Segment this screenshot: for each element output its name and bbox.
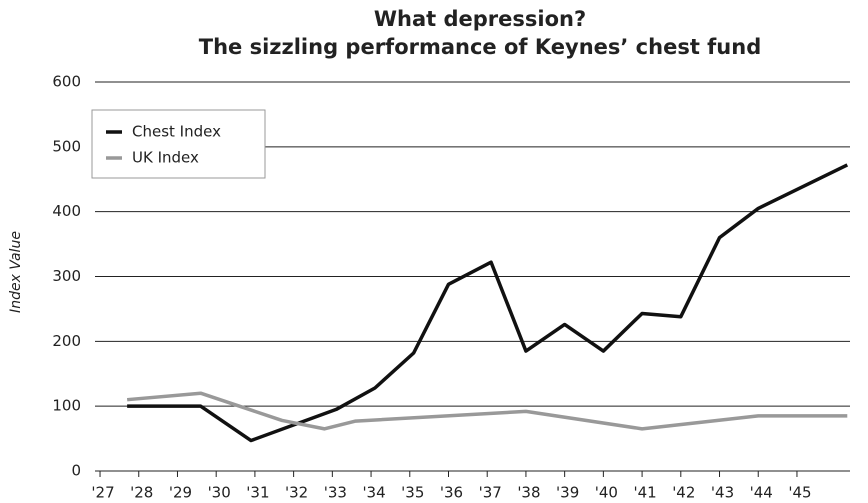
x-tick-label: '44 — [750, 484, 773, 502]
y-tick-label: 600 — [52, 73, 81, 91]
y-tick-label: 0 — [71, 462, 81, 480]
line-series — [126, 391, 848, 431]
x-tick-label: '30 — [208, 484, 231, 502]
x-tick-label: '29 — [169, 484, 192, 502]
x-tick-label: '31 — [246, 484, 269, 502]
x-tick-label: '35 — [401, 484, 424, 502]
y-tick-label: 200 — [52, 332, 81, 350]
line-series — [127, 163, 849, 443]
y-axis-label: Index Value — [8, 231, 24, 313]
x-tick-label: '39 — [556, 484, 579, 502]
chart-title: What depression? — [374, 7, 586, 31]
x-tick-label: '36 — [440, 484, 463, 502]
x-tick-label: '34 — [362, 484, 385, 502]
x-tick-label: '32 — [285, 484, 308, 502]
y-tick-label: 100 — [52, 397, 81, 415]
legend-label: UK Index — [132, 149, 199, 167]
legend-box — [91, 109, 266, 179]
chart-subtitle: The sizzling performance of Keynes’ ches… — [199, 35, 761, 59]
x-tick-label: '43 — [711, 484, 734, 502]
x-tick-label: '42 — [672, 484, 695, 502]
legend-label: Chest Index — [132, 123, 221, 141]
x-tick-label: '45 — [788, 484, 811, 502]
y-tick-label: 500 — [52, 137, 81, 155]
x-tick-label: '27 — [91, 484, 114, 502]
x-tick-label: '33 — [324, 484, 347, 502]
x-tick-label: '41 — [633, 484, 656, 502]
y-tick-label: 400 — [52, 202, 81, 220]
x-tick-label: '38 — [517, 484, 540, 502]
x-tick-label: '40 — [595, 484, 618, 502]
x-tick-label: '28 — [130, 484, 153, 502]
y-tick-label: 300 — [52, 267, 81, 285]
x-tick-label: '37 — [479, 484, 502, 502]
